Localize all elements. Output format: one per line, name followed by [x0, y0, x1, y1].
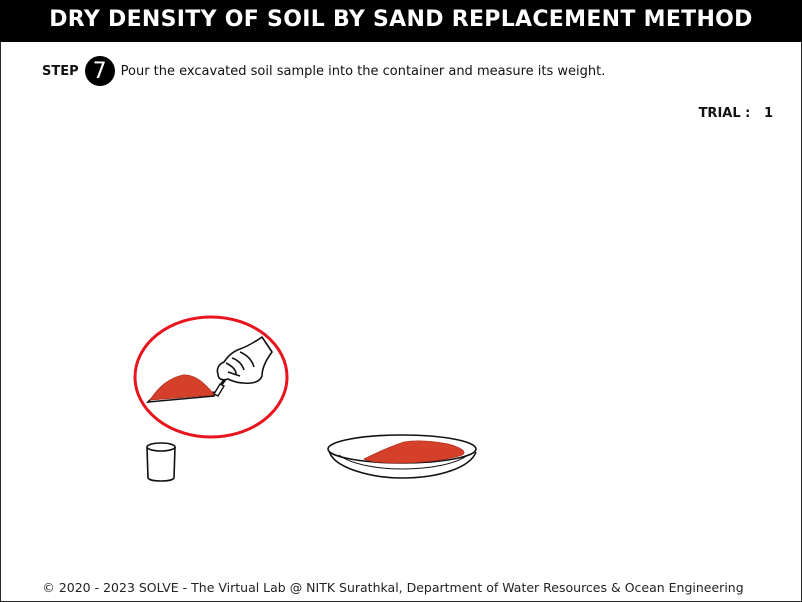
- soil-in-dish: [363, 440, 465, 464]
- footer: © 2020 - 2023 SOLVE - The Virtual Lab @ …: [0, 580, 802, 595]
- trial-value: 1: [763, 106, 773, 121]
- step-instruction-row: STEP 7 Pour the excavated soil sample in…: [42, 56, 605, 86]
- step-number-badge: 7: [84, 56, 115, 86]
- trial-label: TRIAL :: [698, 106, 751, 121]
- step-label: STEP: [42, 63, 79, 79]
- dish-with-soil[interactable]: [327, 434, 477, 479]
- trowel-with-soil[interactable]: [145, 374, 230, 403]
- page-title: DRY DENSITY OF SOIL BY SAND REPLACEMENT …: [0, 0, 802, 42]
- highlight-circle: [133, 315, 289, 439]
- hand-icon: [216, 336, 273, 385]
- soil-on-trowel: [149, 374, 215, 401]
- container[interactable]: [146, 442, 176, 482]
- trial-indicator: TRIAL : 1: [699, 106, 773, 121]
- step-instruction-text: Pour the excavated soil sample into the …: [120, 63, 606, 79]
- footer-copyright: © 2020 - 2023 SOLVE - The Virtual Lab @ …: [42, 580, 744, 595]
